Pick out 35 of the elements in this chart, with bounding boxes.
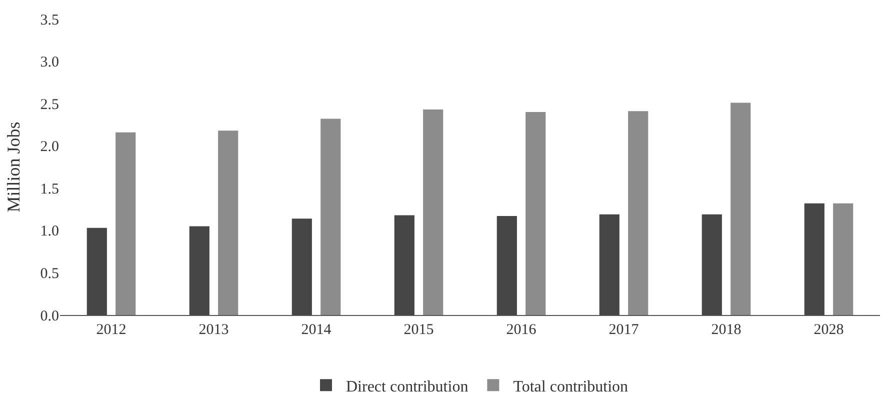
bar [292, 218, 312, 315]
y-tick-label: 1.5 [40, 181, 59, 198]
bar [496, 216, 517, 315]
y-axis-title: Million Jobs [3, 122, 24, 212]
bar [320, 118, 341, 315]
x-tick-label: 2028 [814, 322, 844, 338]
x-tick-label: 2016 [506, 322, 537, 338]
bar [804, 203, 824, 315]
bar [218, 130, 238, 315]
y-tick-label: 2.0 [40, 139, 59, 156]
bar [86, 228, 107, 315]
y-tick-label: 0.5 [40, 266, 59, 282]
bar [116, 132, 136, 315]
y-tick-label: 2.5 [40, 96, 59, 113]
bar [628, 111, 648, 315]
legend-label: Direct contribution [346, 378, 468, 396]
y-tick-label: 0.0 [40, 308, 59, 324]
bar [394, 215, 414, 315]
x-tick-label: 2017 [608, 322, 640, 338]
x-tick-label: 2013 [198, 322, 229, 338]
y-tick-label: 3.5 [40, 12, 59, 28]
bar [423, 109, 444, 315]
y-tick-label: 3.0 [40, 54, 59, 71]
x-tick-label: 2012 [96, 322, 126, 338]
bar [833, 203, 854, 315]
bar [599, 214, 620, 315]
bar [702, 214, 722, 315]
bar [730, 102, 751, 315]
bar [189, 226, 210, 315]
y-tick-label: 1.0 [40, 224, 59, 240]
legend-label: Total contribution [513, 378, 628, 396]
x-tick-label: 2014 [301, 322, 332, 338]
bar [526, 112, 546, 315]
x-tick-label: 2015 [404, 322, 434, 338]
x-tick-label: 2018 [711, 322, 742, 338]
